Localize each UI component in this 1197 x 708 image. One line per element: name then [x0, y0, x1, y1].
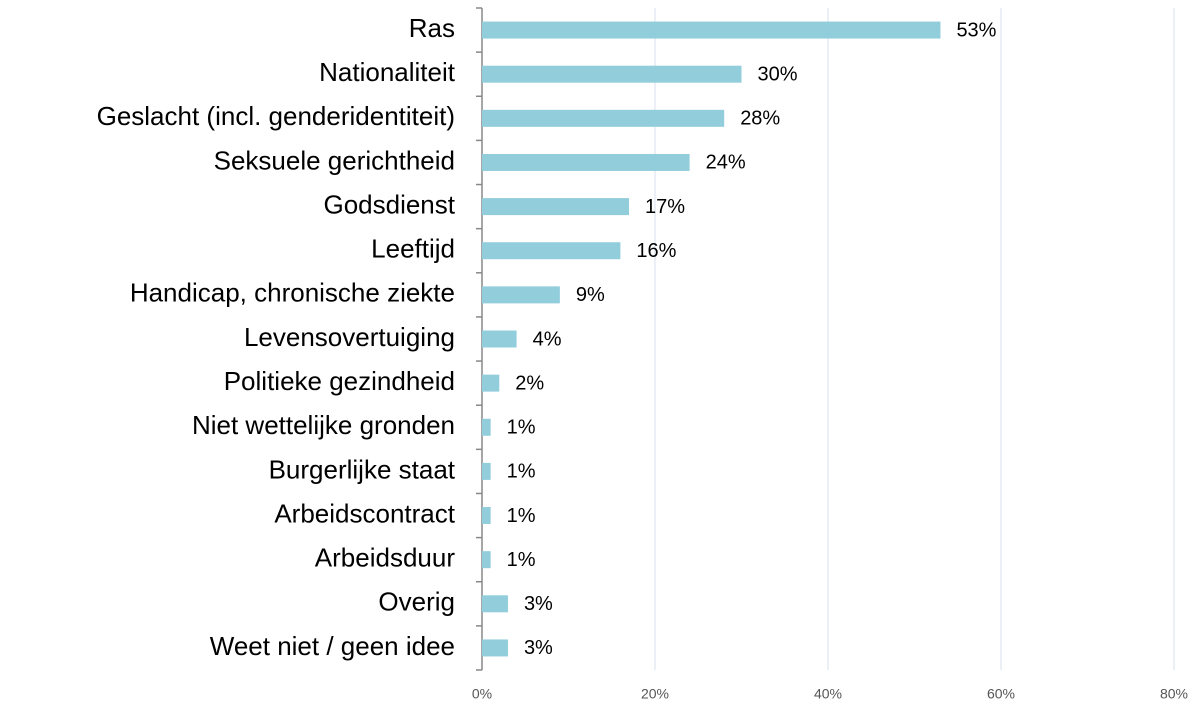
value-label: 1%	[507, 549, 536, 571]
category-label: Overig	[378, 587, 455, 617]
bar	[482, 374, 500, 392]
x-tick-label: 40%	[814, 686, 842, 702]
category-label: Seksuele gerichtheid	[214, 145, 455, 175]
bar	[482, 507, 491, 525]
value-label: 9%	[576, 284, 605, 306]
category-label: Ras	[409, 13, 455, 43]
category-label: Leeftijd	[371, 234, 455, 264]
bar	[482, 418, 491, 436]
value-label: 4%	[533, 328, 562, 350]
bar	[482, 242, 621, 260]
category-label: Weet niet / geen idee	[210, 631, 455, 661]
value-label: 1%	[507, 505, 536, 527]
value-label: 1%	[507, 417, 536, 439]
bar	[482, 639, 508, 657]
bar	[482, 153, 690, 171]
bar	[482, 21, 941, 39]
category-label: Levensovertuiging	[244, 322, 455, 352]
value-label: 30%	[758, 63, 798, 85]
bar	[482, 595, 508, 613]
category-label: Niet wettelijke gronden	[192, 410, 455, 440]
bar	[482, 330, 517, 348]
value-label: 3%	[524, 637, 553, 659]
value-label: 28%	[740, 108, 780, 130]
bar	[482, 198, 630, 216]
bar	[482, 551, 491, 569]
x-tick-label: 60%	[987, 686, 1015, 702]
bar	[482, 286, 560, 304]
x-tick-label: 20%	[641, 686, 669, 702]
category-label: Godsdienst	[323, 189, 455, 219]
category-label: Geslacht (incl. genderidentiteit)	[97, 101, 455, 131]
value-label: 16%	[636, 240, 676, 262]
value-label: 53%	[956, 19, 996, 41]
category-label: Handicap, chronische ziekte	[130, 278, 455, 308]
value-label: 24%	[706, 152, 746, 174]
value-label: 17%	[645, 196, 685, 218]
bar	[482, 65, 742, 83]
x-tick-label: 0%	[472, 686, 492, 702]
category-label: Nationaliteit	[319, 57, 456, 87]
category-label: Arbeidsduur	[315, 543, 456, 573]
value-label: 2%	[515, 372, 544, 394]
bar	[482, 462, 491, 480]
category-label: Burgerlijke staat	[269, 454, 456, 484]
category-label: Politieke gezindheid	[224, 366, 455, 396]
category-label: Arbeidscontract	[274, 498, 455, 528]
value-label: 3%	[524, 593, 553, 615]
x-tick-label: 80%	[1160, 686, 1188, 702]
bar	[482, 109, 725, 127]
value-label: 1%	[507, 461, 536, 483]
